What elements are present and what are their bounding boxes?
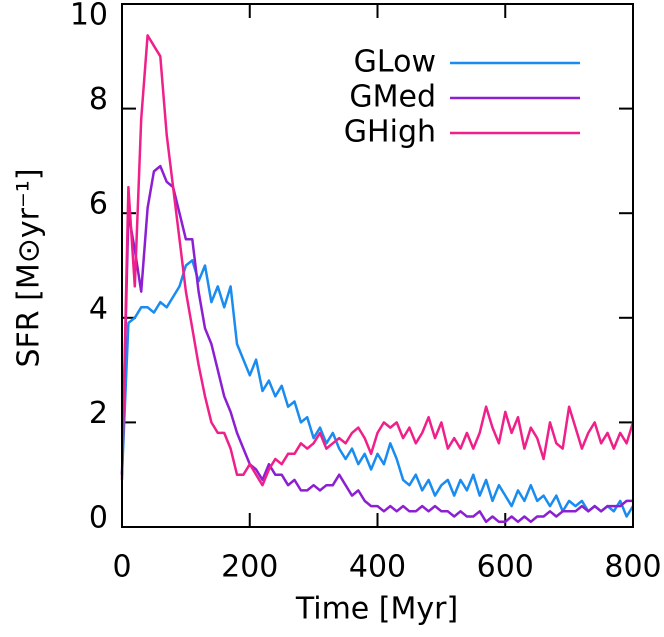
legend-label: GLow xyxy=(354,45,436,80)
y-tick-label: 8 xyxy=(89,82,108,117)
x-tick-label: 800 xyxy=(604,550,661,585)
x-tick-label: 0 xyxy=(112,550,131,585)
series-line xyxy=(120,259,635,518)
series-line xyxy=(120,164,633,524)
x-tick-label: 400 xyxy=(349,550,406,585)
x-tick-label: 200 xyxy=(221,550,278,585)
x-axis-title: Time [Myr] xyxy=(295,592,458,627)
y-axis-title: SFR [M⊙yr⁻¹] xyxy=(12,168,47,367)
plot-frame xyxy=(121,3,634,528)
series-line xyxy=(120,34,635,487)
x-tick-label: 600 xyxy=(477,550,534,585)
y-tick-label: 4 xyxy=(89,291,108,326)
y-tick-label: 0 xyxy=(89,501,108,536)
legend-label: GHigh xyxy=(344,115,436,150)
y-tick-label: 10 xyxy=(70,0,108,33)
y-tick-label: 6 xyxy=(89,187,108,222)
y-tick-label: 2 xyxy=(89,396,108,431)
legend-label: GMed xyxy=(349,80,436,115)
